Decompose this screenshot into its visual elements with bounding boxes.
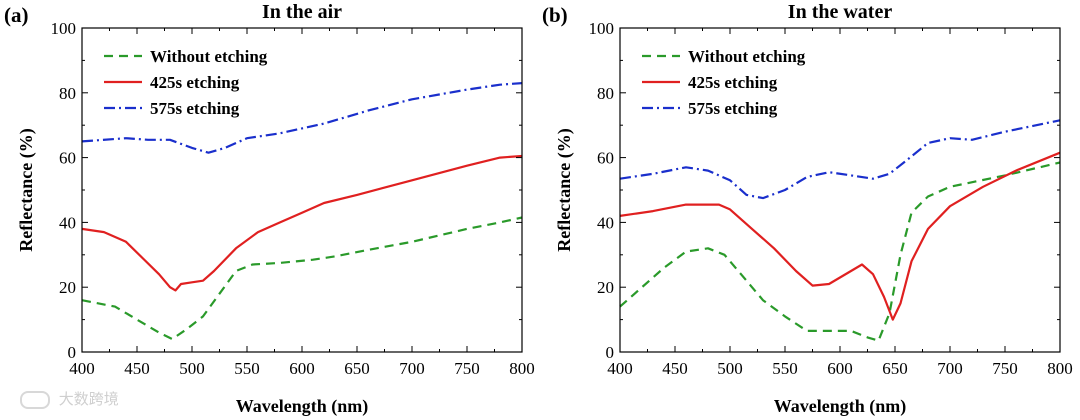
series-line-a-1 xyxy=(81,154,523,292)
chart-panel-b: 400 450 500 550 600 650 700 750 800 0 20 40 60 80 100 I… xyxy=(542,1,1073,417)
x-tick-label: 600 xyxy=(289,359,315,378)
y-tick-label: 40 xyxy=(597,213,614,232)
x-tick-label: 800 xyxy=(509,359,535,378)
x-tick-label: 650 xyxy=(344,359,370,378)
x-tick-label: 700 xyxy=(937,359,963,378)
panel-label: (a) xyxy=(4,3,29,27)
watermark: 大数跨境 xyxy=(20,388,119,409)
legend-entry: Without etching xyxy=(688,47,806,66)
x-tick-label: 700 xyxy=(399,359,425,378)
y-tick-label: 80 xyxy=(597,84,614,103)
legend-entry: Without etching xyxy=(150,47,268,66)
legend-entry: 575s etching xyxy=(150,99,240,118)
y-axis-label: Reflectance (%) xyxy=(16,128,37,251)
series-line-b-0 xyxy=(619,161,1061,342)
chart-title: In the water xyxy=(788,1,893,23)
x-tick-label: 400 xyxy=(607,359,633,378)
series-line-a-0 xyxy=(81,216,523,341)
x-tick-label: 550 xyxy=(772,359,798,378)
x-tick-label: 450 xyxy=(662,359,688,378)
watermark-text: 大数跨境 xyxy=(58,390,119,408)
y-axis-label: Reflectance (%) xyxy=(554,128,575,251)
plot-frame xyxy=(619,27,1061,353)
x-tick-label: 500 xyxy=(717,359,743,378)
watermark-logo-icon xyxy=(20,390,50,409)
series-line-a-2 xyxy=(81,82,523,154)
chart-title: In the air xyxy=(262,1,342,23)
y-tick-label: 0 xyxy=(68,343,77,362)
y-tick-label: 60 xyxy=(597,149,614,168)
legend-entry: 425s etching xyxy=(150,73,240,92)
y-tick-label: 60 xyxy=(59,149,76,168)
chart-panel-a: 400 450 500 550 600 650 700 750 800 0 20 40 60 80 100 I… xyxy=(4,1,535,417)
y-tick-label: 100 xyxy=(589,19,615,38)
series-line-b-1 xyxy=(619,151,1061,321)
x-tick-label: 750 xyxy=(992,359,1018,378)
x-tick-label: 550 xyxy=(234,359,260,378)
y-tick-label: 20 xyxy=(597,278,614,297)
x-tick-label: 400 xyxy=(69,359,95,378)
y-tick-label: 0 xyxy=(606,343,615,362)
panel-label: (b) xyxy=(542,3,568,27)
x-tick-label: 800 xyxy=(1047,359,1073,378)
x-tick-label: 750 xyxy=(454,359,480,378)
plot-frame xyxy=(81,27,523,353)
y-tick-label: 20 xyxy=(59,278,76,297)
x-tick-label: 450 xyxy=(124,359,150,378)
y-tick-label: 40 xyxy=(59,213,76,232)
x-tick-label: 650 xyxy=(882,359,908,378)
legend-entry: 575s etching xyxy=(688,99,778,118)
series-line-b-2 xyxy=(619,119,1061,200)
x-tick-label: 500 xyxy=(179,359,205,378)
x-tick-label: 600 xyxy=(827,359,853,378)
y-tick-label: 100 xyxy=(51,19,77,38)
y-tick-label: 80 xyxy=(59,84,76,103)
x-axis-label: Wavelength (nm) xyxy=(236,396,369,417)
x-axis-label: Wavelength (nm) xyxy=(774,396,907,417)
legend-entry: 425s etching xyxy=(688,73,778,92)
